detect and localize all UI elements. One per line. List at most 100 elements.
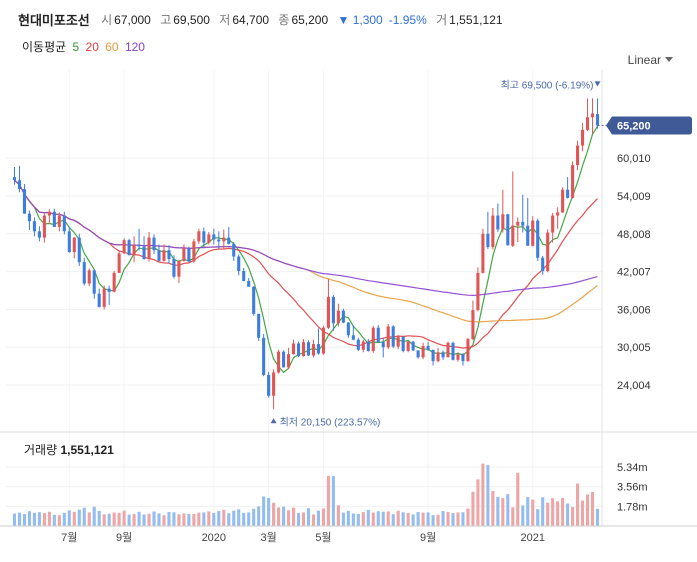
- candle-body: [47, 211, 51, 216]
- ma-20-line: [14, 179, 598, 349]
- candle-body: [102, 288, 106, 307]
- x-tick-label: 5월: [315, 531, 331, 544]
- candle-body: [222, 237, 226, 242]
- volume-bar: [222, 509, 226, 526]
- volume-bar: [237, 509, 241, 526]
- candle-body: [441, 352, 445, 358]
- volume-bar: [277, 507, 281, 526]
- volume-bar: [526, 497, 530, 526]
- candle-body: [117, 253, 121, 273]
- candle-body: [262, 337, 266, 375]
- volume-bar: [177, 514, 181, 526]
- y-tick-label: 36,006: [617, 304, 651, 316]
- volume-bar: [227, 513, 231, 526]
- volume-bar: [147, 513, 151, 526]
- volume-bar: [471, 491, 475, 526]
- candle-body: [282, 351, 286, 368]
- x-tick-label: 9월: [116, 531, 132, 544]
- volume-bar: [441, 511, 445, 526]
- candle-body: [287, 354, 291, 368]
- candle-body: [237, 256, 241, 271]
- volume-bar: [97, 510, 101, 526]
- volume-bar: [491, 490, 495, 526]
- candle-body: [546, 232, 550, 271]
- candle-body: [571, 165, 575, 198]
- volume-bar: [516, 472, 520, 526]
- candle-body: [376, 327, 380, 343]
- volume-bar: [162, 515, 166, 526]
- volume-bar: [32, 512, 36, 526]
- volume-bar: [556, 501, 560, 526]
- volume-bar: [62, 512, 66, 526]
- volume-bar: [581, 500, 585, 526]
- volume-bar: [122, 510, 126, 526]
- volume-bar: [531, 499, 535, 526]
- volume-bar: [466, 508, 470, 526]
- volume-bar: [142, 514, 146, 526]
- x-tick-label: 9월: [420, 531, 436, 544]
- volume-bar: [67, 510, 71, 526]
- candle-body: [566, 189, 570, 198]
- volume-bar: [137, 511, 141, 526]
- volume-bar: [381, 511, 385, 526]
- ma-120-line: [14, 179, 598, 297]
- high-marker-icon: [594, 81, 601, 87]
- high-label: 고: [160, 13, 172, 27]
- volume-bar: [306, 508, 311, 526]
- candle-body: [137, 245, 141, 247]
- candle-body: [351, 335, 355, 340]
- ma-20-label: 20: [85, 40, 99, 54]
- ma-60-label: 60: [105, 40, 119, 54]
- candle-body: [311, 344, 316, 356]
- candle-body: [207, 234, 211, 243]
- candle-body: [57, 215, 61, 227]
- candle-body: [52, 211, 56, 227]
- candle-body: [247, 281, 251, 287]
- candle-body: [272, 372, 276, 396]
- scale-selector[interactable]: Linear: [627, 53, 661, 67]
- candle-body: [32, 221, 36, 232]
- candle-body: [466, 339, 470, 362]
- candle-body: [306, 342, 311, 356]
- volume-title: 거래량: [24, 443, 58, 457]
- candle-body: [316, 344, 321, 354]
- candle-body: [551, 215, 555, 233]
- volume-bar: [167, 512, 171, 526]
- volume-bar: [117, 512, 121, 526]
- price-tag-box: [606, 116, 692, 135]
- volume-bar: [321, 508, 325, 526]
- x-tick-label: 3월: [261, 531, 277, 544]
- volume-bar: [416, 512, 420, 526]
- candle-body: [112, 272, 116, 292]
- axes: 60,010 54,009 48,008 42,007 36,006 30,005 24,0…: [0, 70, 697, 544]
- candle-body: [471, 310, 475, 340]
- high-value: 69,500: [173, 12, 210, 27]
- candle-body: [456, 354, 460, 360]
- candle-body: [232, 243, 236, 257]
- volume-bar: [267, 497, 271, 526]
- volume-bar: [576, 483, 580, 526]
- candle-body: [142, 246, 146, 260]
- candle-body: [461, 354, 465, 362]
- volume-bar: [182, 513, 186, 526]
- volume-bar: [536, 509, 540, 526]
- candle-body: [526, 225, 530, 246]
- candle-body: [501, 214, 505, 230]
- chevron-down-icon[interactable]: [665, 57, 673, 62]
- volume-title-box: 거래량 1,551,121: [24, 441, 114, 458]
- ma-5-label: 5: [72, 40, 80, 54]
- moving-average-legend: 이동평균 5 20 60 120: [22, 38, 148, 55]
- volume-bar: [595, 508, 600, 526]
- candle-body: [77, 237, 81, 263]
- candle-body: [346, 322, 350, 336]
- volume-bar: [446, 512, 450, 526]
- open-value: 67,000: [114, 12, 151, 27]
- volume-bar: [511, 507, 515, 526]
- candle-body: [371, 327, 375, 352]
- candle-body: [321, 327, 325, 354]
- volume-bar: [291, 507, 296, 526]
- volume-bar: [187, 513, 191, 526]
- candle-body: [22, 189, 27, 214]
- candle-body: [192, 241, 196, 262]
